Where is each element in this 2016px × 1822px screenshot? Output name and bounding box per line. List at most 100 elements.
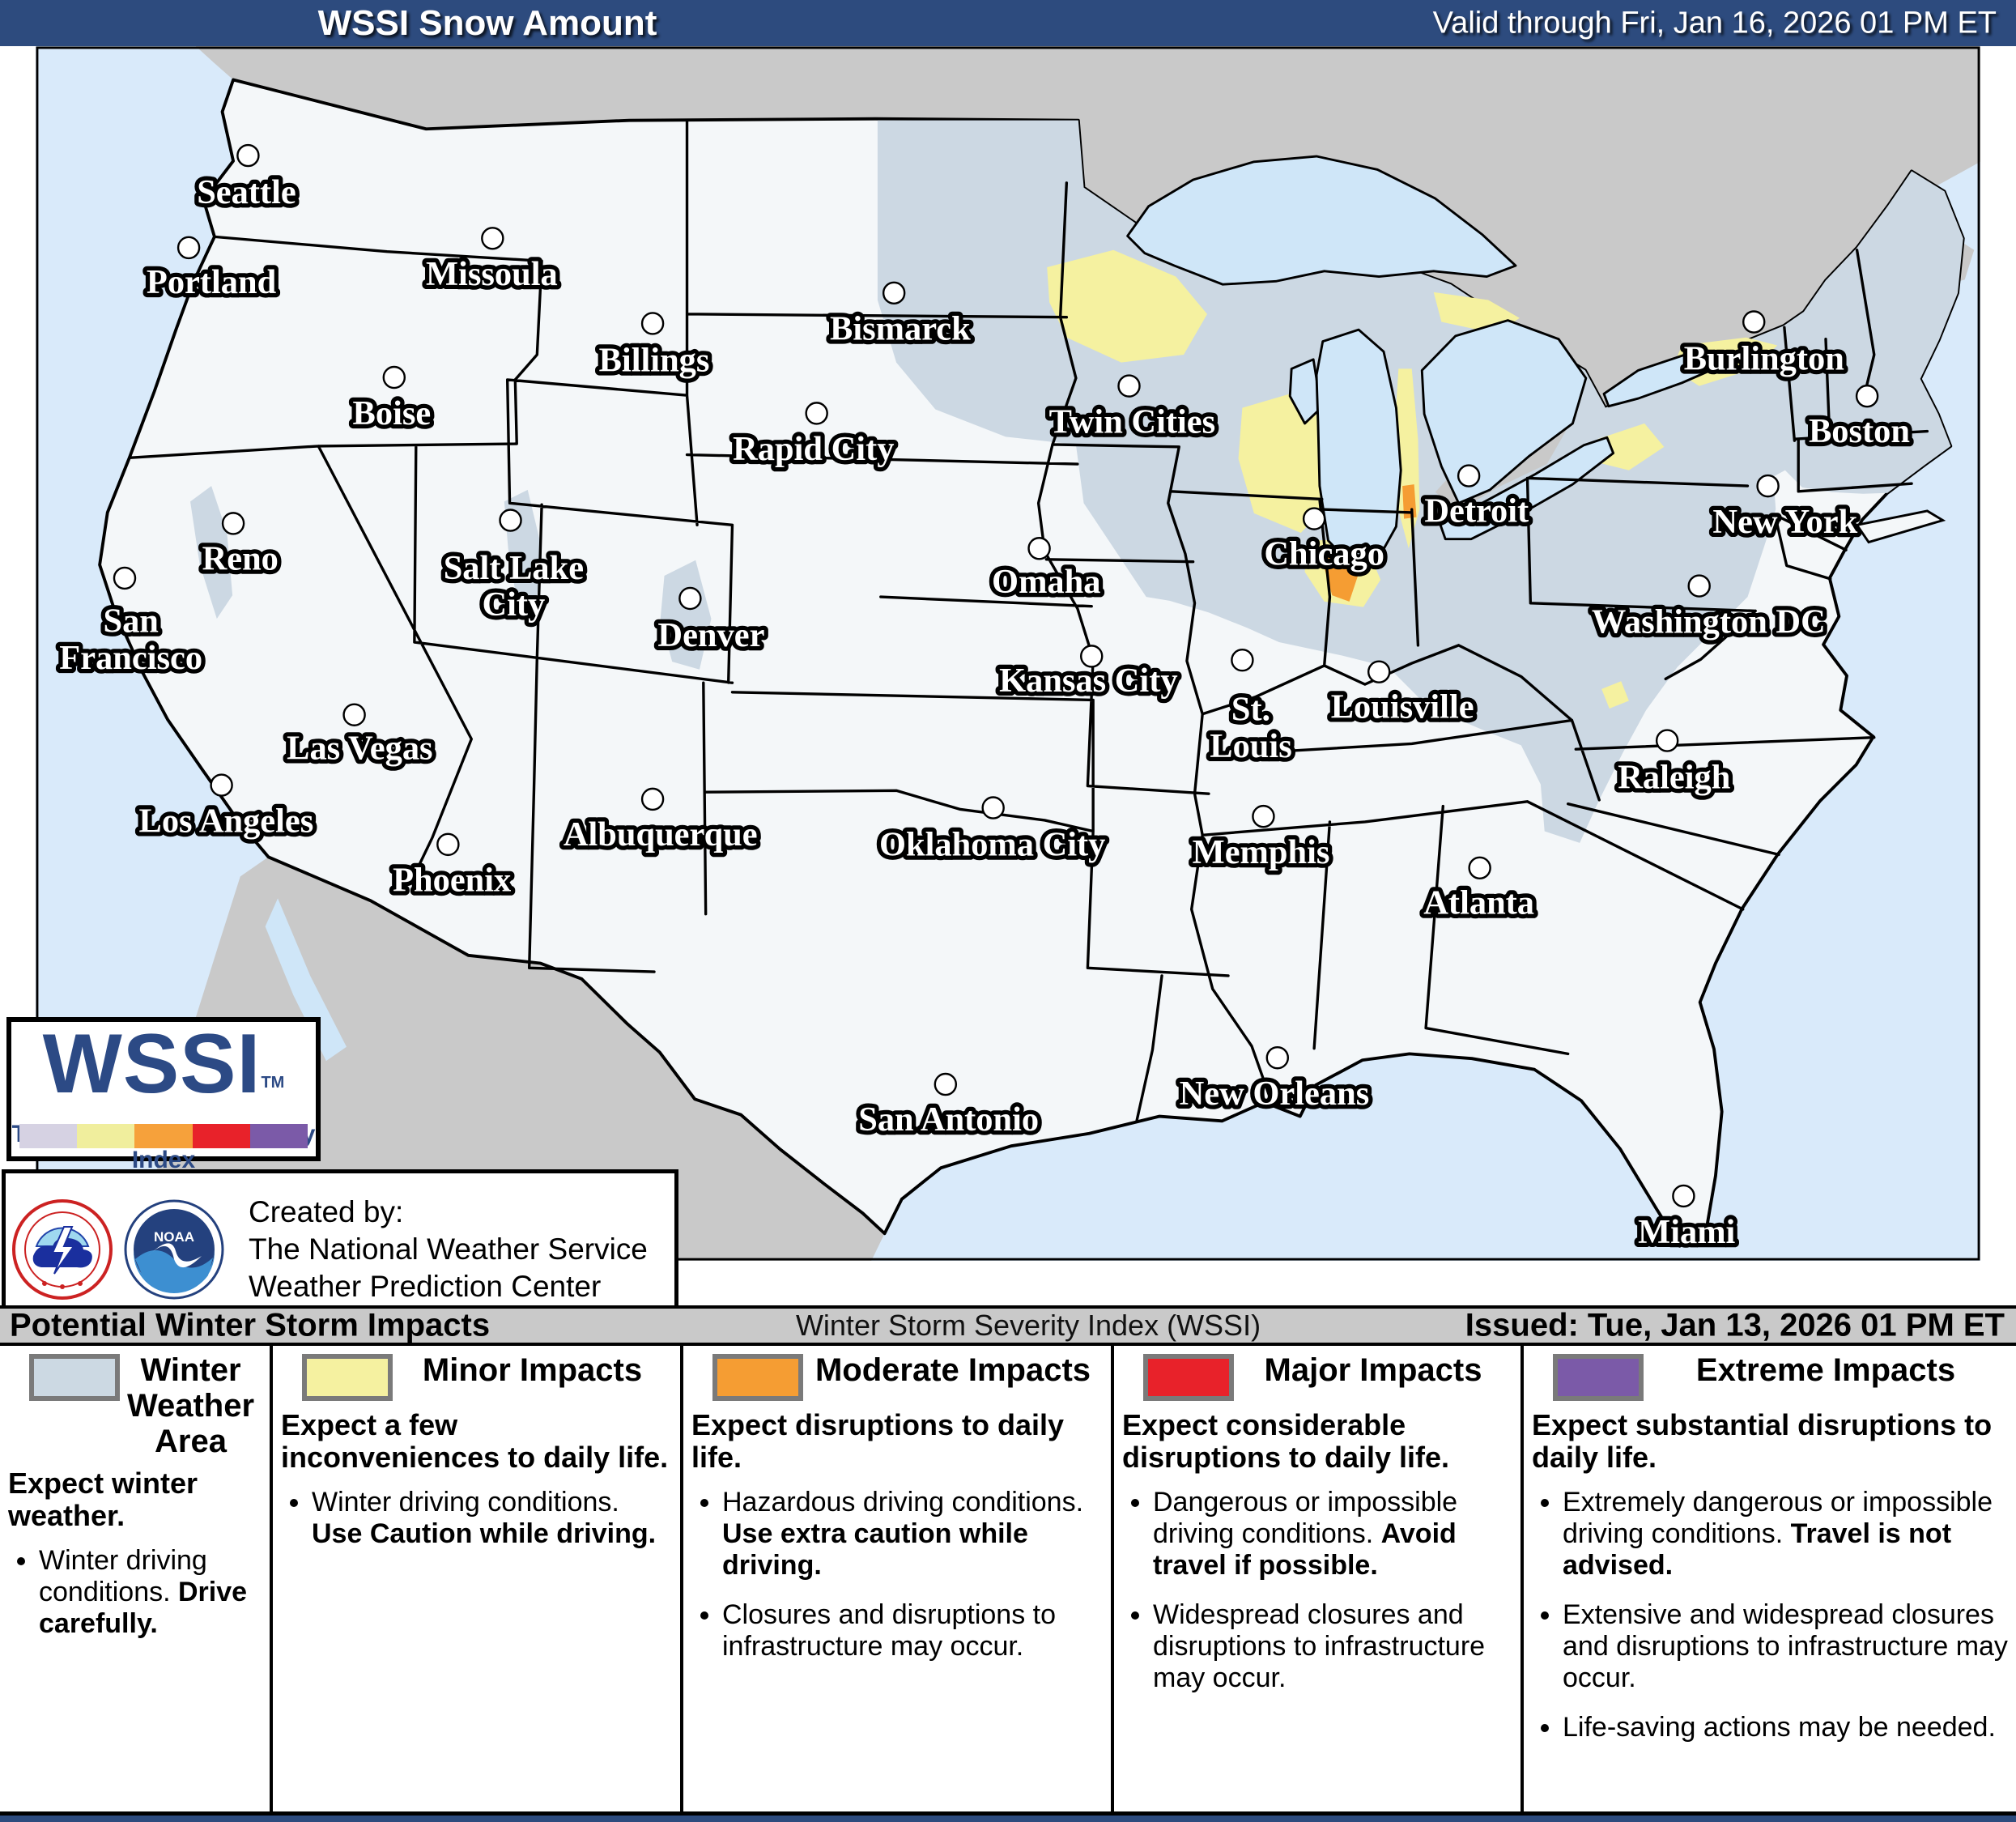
credit-line-3: Weather Prediction Center [249,1270,602,1303]
city-marker [342,703,366,726]
minor-impacts-swatch [302,1354,393,1401]
legend-title: Extreme Impacts [1695,1352,1956,1388]
lake-superior [1126,155,1517,286]
city-label: Reno [202,539,279,577]
legend-lead: Expect disruptions to daily life. [691,1408,1065,1474]
city-label: San Antonio [858,1100,1039,1139]
legend-title: Moderate Impacts [814,1352,1091,1388]
impacts-legend: Winter Weather Area Expect winter weathe… [0,1346,2016,1816]
city-marker [499,509,522,532]
legend-bullet: Extensive and widespread closures and di… [1563,1599,2008,1694]
mexico-landmass [137,857,885,1262]
city-label: Rapid City [733,430,894,468]
legend-col-major: Major Impacts Expect considerable disrup… [1111,1346,1521,1811]
legend-bullets: Dangerous or impossible driving conditio… [1122,1487,1512,1694]
city-marker [1265,1045,1290,1070]
city-marker [981,796,1005,819]
gulf-of-california [265,898,347,1062]
city-label: New York [1712,503,1857,541]
city-label: Louisville [1331,688,1474,726]
city-marker [177,236,201,260]
city-marker [236,143,260,168]
legend-bullet: Widespread closures and disruptions to i… [1153,1599,1512,1694]
credit-text: Created by: The National Weather Service… [249,1194,648,1305]
credit-line-1: Created by: [249,1195,404,1228]
city-marker [1302,507,1326,530]
bottom-strip [0,1816,2016,1822]
legend-bullets: Winter driving conditions. Drive careful… [8,1545,262,1640]
city-marker [436,832,460,857]
legend-bullet: Life-saving actions may be needed. [1563,1712,2008,1743]
city-label: Albuquerque [564,815,758,854]
banner-subtitle: Winter Storm Severity Index (WSSI) [795,1309,1261,1342]
city-marker [1655,729,1679,752]
banner-title: Potential Winter Storm Impacts [10,1307,491,1343]
wssi-severity-color-strip [19,1124,308,1148]
city-marker [1117,374,1141,398]
legend-bullet: Winter driving conditions. Drive careful… [39,1545,262,1640]
major-impacts-swatch [1143,1354,1234,1401]
strip-extreme [249,1124,308,1148]
city-label: Boston [1809,412,1910,450]
legend-lead: Expect winter weather. [8,1467,198,1532]
city-label: Billings [599,341,710,379]
strip-minor [77,1124,135,1148]
lake-ontario [1602,349,1721,408]
lake-michigan [1315,328,1402,564]
city-label: Miami [1638,1213,1735,1251]
city-marker [113,566,137,590]
city-marker [1027,537,1051,560]
city-marker [1687,574,1711,598]
credit-box: NOAA Created by: The National Weather Se… [2,1169,678,1305]
city-marker [1672,1184,1695,1208]
legend-bullet: Dangerous or impossible driving conditio… [1153,1487,1512,1581]
city-label: Bismarck [830,310,971,348]
map-frame [36,46,1980,1261]
city-label: San [103,602,158,640]
legend-bullet: Hazardous driving conditions. Use extra … [722,1487,1103,1581]
city-marker [934,1072,958,1096]
state-borders [128,118,1929,1122]
legend-lead: Expect substantial disruptions to daily … [1532,1408,1993,1474]
city-label: Chicago [1264,535,1384,573]
city-label: St. [1231,690,1270,728]
legend-title: Minor Impacts [422,1352,643,1388]
green-bay [1288,358,1323,425]
city-marker [1756,474,1780,498]
city-marker [805,402,828,425]
city-label: Portland [147,263,277,301]
trademark-symbol: TM [261,1074,285,1092]
city-label: Las Vegas [287,730,432,768]
legend-bullets: Extremely dangerous or impossible drivin… [1532,1487,2008,1743]
city-label: Washington DC [1592,602,1826,641]
city-label: Phoenix [393,862,511,900]
extreme-impacts-swatch [1553,1354,1644,1401]
moderate-impacts-swatch [712,1354,803,1401]
valid-through-text: Valid through Fri, Jan 16, 2026 01 PM ET [1432,6,1997,40]
city-label: Detroit [1424,492,1529,530]
city-marker [640,312,665,335]
city-label: Denver [657,616,764,654]
legend-lead: Expect a few inconveniences to daily lif… [281,1408,669,1474]
city-label: Seattle [197,173,296,211]
strip-moderate [134,1124,193,1148]
legend-col-winter-weather: Winter Weather Area Expect winter weathe… [0,1346,270,1811]
great-lakes [1126,155,1721,564]
us-map: Seattle Portland Missoula Billings Bismarck B… [36,46,1980,1262]
strip-major [192,1124,250,1148]
header-bar: WSSI Snow Amount Valid through Fri, Jan … [0,0,2016,46]
city-marker [1367,660,1391,683]
city-marker [1231,648,1254,672]
city-label: Raleigh [1618,758,1730,796]
legend-col-extreme: Extreme Impacts Expect substantial disru… [1521,1346,2016,1811]
city-marker [1855,384,1879,408]
map-area: Seattle Portland Missoula Billings Bismarck B… [0,46,2016,1305]
city-marker [640,787,665,811]
canada-landmass [195,46,1980,408]
legend-bullet: Extremely dangerous or impossible drivin… [1563,1487,2008,1581]
legend-title: Major Impacts [1264,1352,1482,1388]
strip-winter-weather [19,1124,78,1148]
city-marker [882,281,906,305]
wssi-logo: WSSITM The Winter Storm Severity Index [6,1017,321,1173]
